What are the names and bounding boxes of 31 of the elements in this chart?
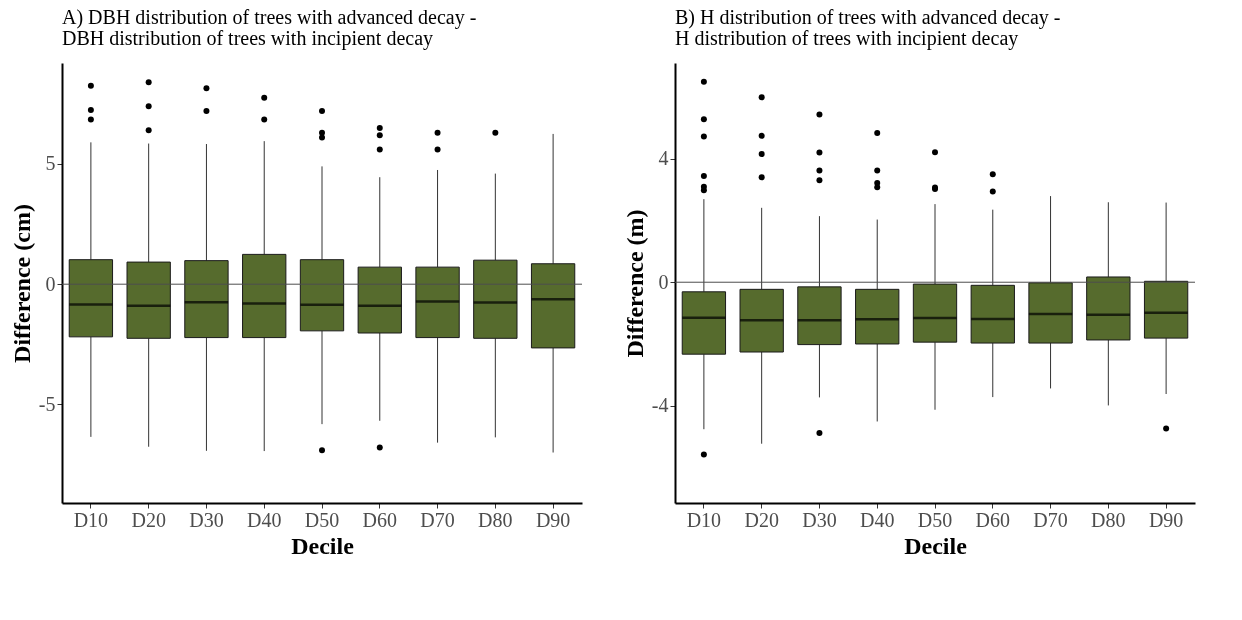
x-tick-label: D50 xyxy=(304,508,340,531)
y-tick-label: 5 xyxy=(45,152,56,175)
y-tick-label: 0 xyxy=(45,272,56,295)
y-tick-label: 4 xyxy=(658,147,669,170)
x-tick-label: D90 xyxy=(535,508,571,531)
x-tick-label: D20 xyxy=(744,508,779,531)
chart-title: A) DBH distribution of trees with advanced decay - xyxy=(62,6,477,29)
x-axis-title: Decile xyxy=(904,532,968,559)
x-tick-label: D90 xyxy=(1148,508,1184,531)
x-tick-label: D70 xyxy=(420,508,455,531)
y-tick-label: -5 xyxy=(38,392,56,415)
x-axis-title: Decile xyxy=(291,532,355,559)
x-tick-label: D60 xyxy=(362,508,397,531)
x-tick-label: D60 xyxy=(975,508,1010,531)
y-tick-label: -4 xyxy=(651,394,669,417)
y-tick-label: 0 xyxy=(658,270,669,293)
x-tick-label: D40 xyxy=(860,508,895,531)
y-axis-title: Difference (cm) xyxy=(8,204,35,363)
x-tick-label: D80 xyxy=(1091,508,1126,531)
chart-title: B) H distribution of trees with advanced decay - xyxy=(675,6,1061,29)
x-tick-label: D10 xyxy=(686,508,722,531)
x-tick-label: D40 xyxy=(247,508,282,531)
x-tick-label: D70 xyxy=(1033,508,1068,531)
x-tick-label: D30 xyxy=(189,508,224,531)
x-tick-label: D20 xyxy=(131,508,166,531)
x-tick-label: D80 xyxy=(478,508,513,531)
x-tick-label: D30 xyxy=(802,508,837,531)
x-tick-label: D50 xyxy=(917,508,953,531)
x-tick-label: D10 xyxy=(73,508,109,531)
chart-subtitle: H distribution of trees with incipient decay xyxy=(675,27,1019,50)
y-axis-title: Difference (m) xyxy=(621,209,648,358)
